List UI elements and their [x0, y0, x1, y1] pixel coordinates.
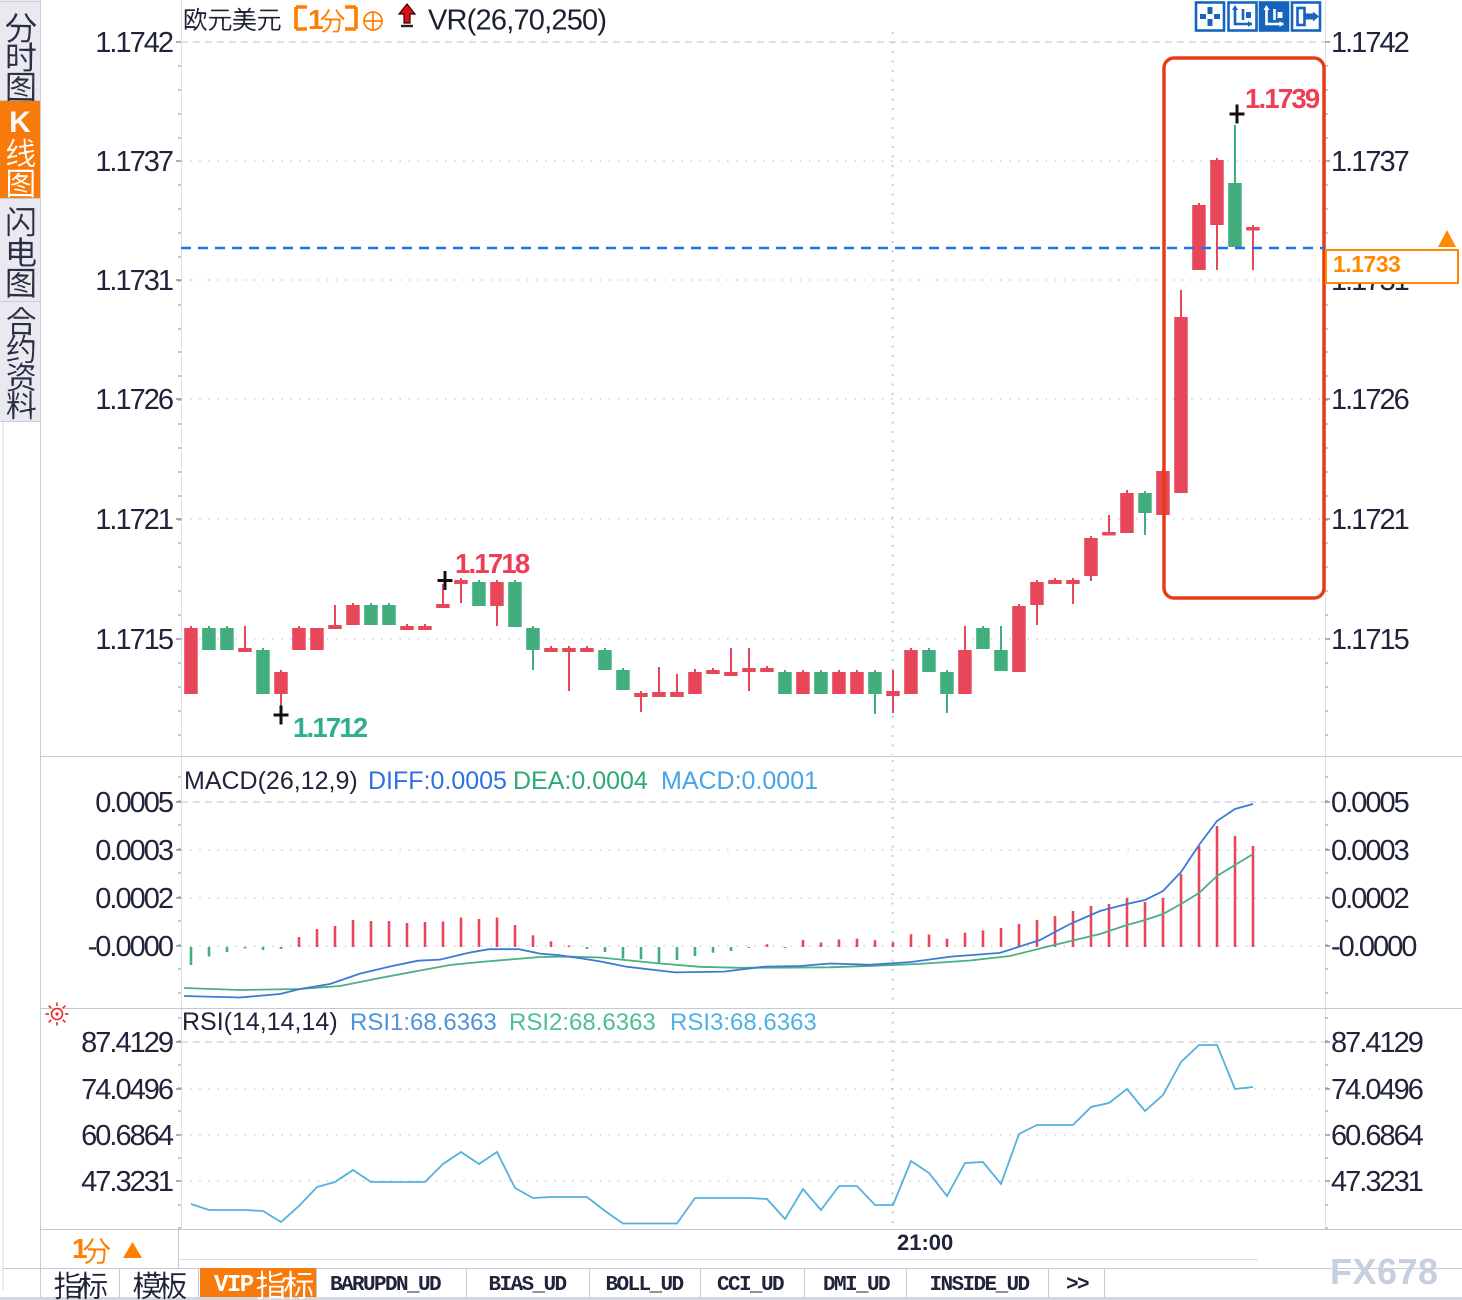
svg-text:1.1742: 1.1742	[1331, 27, 1409, 59]
svg-text:1.1721: 1.1721	[1331, 504, 1409, 536]
svg-text:-0.0000: -0.0000	[88, 931, 173, 963]
svg-text:47.3231: 47.3231	[81, 1166, 173, 1198]
svg-text:1.1742: 1.1742	[95, 27, 173, 59]
svg-text:RSI(14,14,14): RSI(14,14,14)	[182, 1008, 338, 1036]
svg-text:FX678: FX678	[1330, 1251, 1439, 1292]
svg-text:1.1733: 1.1733	[1333, 251, 1400, 277]
svg-text:60.6864: 60.6864	[81, 1120, 174, 1152]
svg-text:VIP: VIP	[214, 1272, 254, 1299]
svg-text:MACD:0.0001: MACD:0.0001	[661, 767, 818, 795]
svg-text:MACD(26,12,9): MACD(26,12,9)	[184, 767, 358, 795]
svg-text:21:00: 21:00	[897, 1230, 953, 1255]
svg-text:1.1718: 1.1718	[455, 548, 530, 579]
svg-text:1.1721: 1.1721	[95, 504, 173, 536]
svg-text:BOLL_UD: BOLL_UD	[605, 1274, 683, 1297]
svg-text:1.1739: 1.1739	[1245, 83, 1320, 114]
svg-text:RSI1:68.6363: RSI1:68.6363	[350, 1009, 497, 1036]
svg-text:-0.0000: -0.0000	[1331, 931, 1416, 963]
svg-text:RSI3:68.6363: RSI3:68.6363	[670, 1009, 817, 1036]
svg-text:CCI_UD: CCI_UD	[717, 1274, 784, 1297]
svg-text:BIAS_UD: BIAS_UD	[488, 1274, 566, 1297]
svg-text:87.4129: 87.4129	[81, 1027, 173, 1059]
svg-text:DEA:0.0004: DEA:0.0004	[513, 767, 648, 795]
svg-text:1: 1	[72, 1233, 88, 1264]
svg-text:1.1737: 1.1737	[1331, 146, 1409, 178]
svg-text:0.0002: 0.0002	[95, 883, 173, 915]
svg-text:VR(26,70,250): VR(26,70,250)	[428, 5, 606, 37]
svg-text:1.1726: 1.1726	[95, 384, 173, 416]
svg-text:0.0005: 0.0005	[95, 787, 173, 819]
svg-text:74.0496: 74.0496	[1331, 1074, 1423, 1106]
svg-text:>>: >>	[1066, 1274, 1089, 1297]
svg-text:1.1715: 1.1715	[1331, 624, 1409, 656]
svg-text:1.1712: 1.1712	[293, 712, 368, 743]
svg-text:1: 1	[308, 4, 324, 35]
svg-text:1.1726: 1.1726	[1331, 384, 1409, 416]
svg-text:1.1731: 1.1731	[95, 265, 173, 297]
svg-text:74.0496: 74.0496	[81, 1074, 173, 1106]
svg-text:0.0002: 0.0002	[1331, 883, 1409, 915]
svg-text:RSI2:68.6363: RSI2:68.6363	[509, 1009, 656, 1036]
svg-text:0.0003: 0.0003	[95, 835, 173, 867]
svg-text:K: K	[9, 106, 31, 139]
svg-text:0.0003: 0.0003	[1331, 835, 1409, 867]
svg-text:60.6864: 60.6864	[1331, 1120, 1424, 1152]
svg-text:47.3231: 47.3231	[1331, 1166, 1423, 1198]
svg-text:87.4129: 87.4129	[1331, 1027, 1423, 1059]
svg-text:0.0005: 0.0005	[1331, 787, 1409, 819]
svg-text:DMI_UD: DMI_UD	[823, 1274, 890, 1297]
svg-text:1.1737: 1.1737	[95, 146, 173, 178]
svg-text:DIFF:0.0005: DIFF:0.0005	[368, 767, 507, 795]
svg-text:INSIDE_UD: INSIDE_UD	[929, 1274, 1029, 1297]
svg-text:1.1715: 1.1715	[95, 624, 173, 656]
svg-text:BARUPDN_UD: BARUPDN_UD	[330, 1274, 441, 1297]
